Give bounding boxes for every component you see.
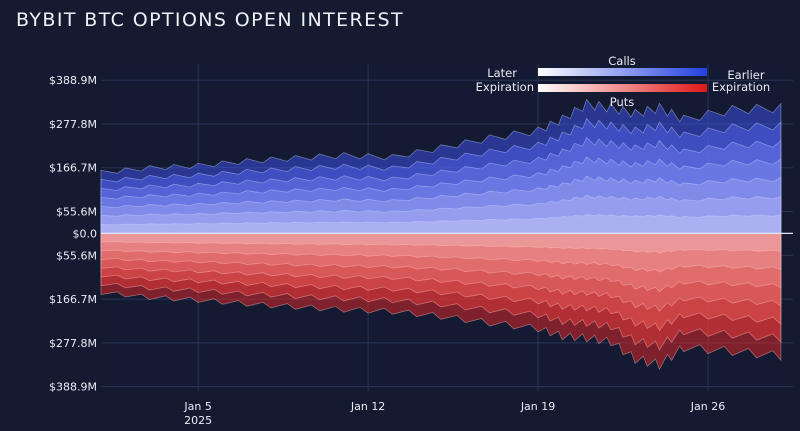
y-tick-label: $277.8M — [49, 118, 97, 131]
chart-title: BYBIT BTC OPTIONS OPEN INTEREST — [16, 9, 404, 31]
x-tick-sublabel: 2025 — [184, 414, 212, 427]
puts-area-layer — [100, 233, 782, 254]
y-tick-label: $166.7M — [49, 293, 97, 306]
x-tick-label: Jan 5 — [183, 400, 211, 413]
legend-calls-gradient — [538, 68, 707, 76]
y-tick-label: $388.9M — [49, 74, 97, 87]
y-tick-label: $277.8M — [49, 337, 97, 350]
legend-calls-label: Calls — [608, 54, 635, 68]
legend-earlier-label: Earlier — [727, 68, 765, 82]
x-tick-label: Jan 12 — [350, 400, 385, 413]
legend-puts-label: Puts — [610, 95, 635, 109]
legend-expiration-left-label: Expiration — [476, 80, 534, 94]
y-tick-label: $166.7M — [49, 162, 97, 175]
x-tick-label: Jan 26 — [690, 400, 725, 413]
y-tick-label: $0.0 — [73, 227, 98, 240]
calls-area-layer — [100, 213, 782, 234]
legend-expiration-right-label: Expiration — [712, 80, 770, 94]
x-tick-label: Jan 19 — [520, 400, 555, 413]
y-tick-label: $388.9M — [49, 381, 97, 394]
y-tick-label: $55.6M — [56, 249, 97, 262]
y-tick-label: $55.6M — [56, 206, 97, 219]
legend-later-label: Later — [487, 66, 517, 80]
legend-puts-gradient — [538, 84, 707, 92]
